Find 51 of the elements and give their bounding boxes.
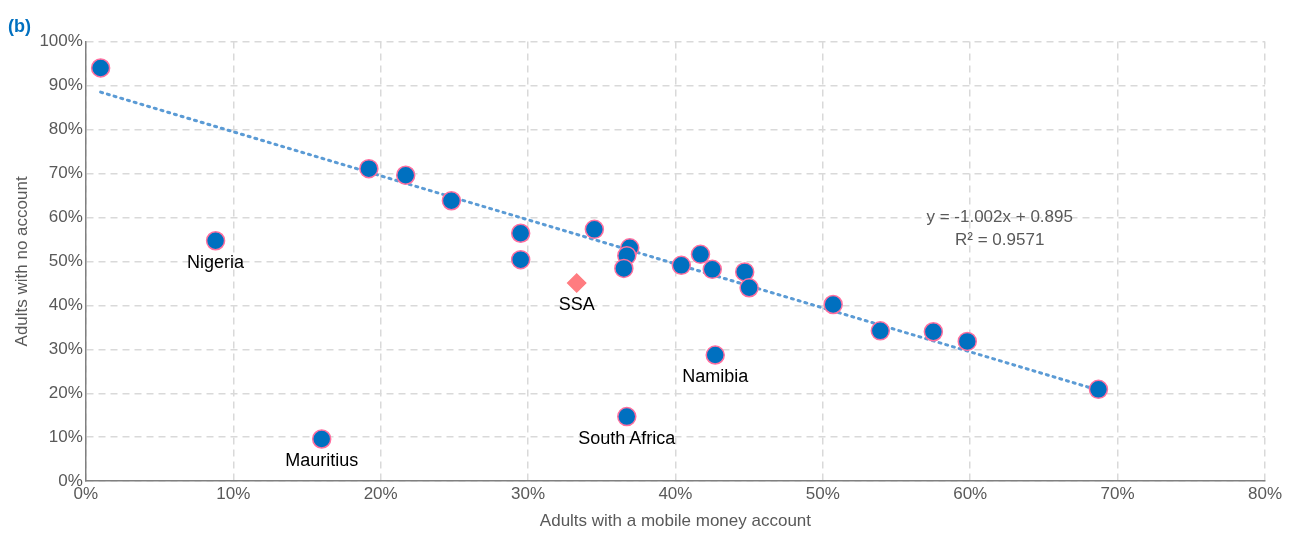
x-tick-label: 10%: [216, 484, 251, 504]
point: [311, 429, 332, 449]
point: [617, 406, 637, 427]
point: [705, 345, 725, 365]
x-tick-label: 20%: [363, 484, 398, 504]
y-tick-label: 70%: [48, 163, 83, 183]
point: [441, 190, 462, 211]
point: [671, 255, 692, 276]
annotation: R² = 0.9571: [955, 229, 1045, 249]
x-tick-label: 60%: [953, 484, 988, 504]
x-tick-label: 50%: [805, 484, 840, 504]
y-axis-title: Adults with no account: [11, 176, 31, 347]
y-tick-label: 100%: [39, 31, 83, 51]
point: [510, 249, 531, 270]
point: [90, 58, 111, 78]
y-tick-label: 80%: [48, 119, 83, 139]
point: [395, 165, 416, 185]
annotation: y = -1.002x + 0.895: [926, 206, 1073, 226]
point: [205, 230, 226, 251]
annotation: Nigeria: [187, 251, 246, 272]
y-tick-label: 20%: [48, 382, 83, 402]
x-tick-label: 40%: [658, 484, 693, 504]
annotation: SSA: [558, 293, 595, 314]
annotation: South Africa: [578, 427, 677, 448]
x-tick-label: 30%: [511, 484, 546, 504]
point: [870, 321, 891, 341]
chart-title: (b): [8, 15, 31, 36]
x-tick-label: 70%: [1100, 484, 1135, 504]
y-tick-label: 50%: [48, 251, 83, 271]
point: [957, 331, 978, 352]
point: [614, 258, 634, 279]
y-tick-label: 30%: [48, 339, 83, 359]
y-tick-label: 40%: [48, 295, 83, 315]
y-tick-label: 10%: [48, 426, 83, 446]
point: [584, 219, 605, 240]
annotation: Namibia: [682, 366, 750, 386]
point: [566, 273, 587, 293]
point: [510, 223, 531, 244]
point: [702, 259, 723, 280]
x-axis-title: Adults with a mobile money account: [539, 511, 812, 531]
x-tick-label: 80%: [1247, 484, 1282, 504]
point: [923, 321, 944, 342]
point: [739, 278, 759, 298]
point: [823, 294, 843, 315]
y-tick-label: 60%: [48, 207, 83, 227]
point: [1088, 379, 1109, 400]
annotation: Mauritius: [285, 449, 359, 470]
point: [359, 158, 379, 179]
y-tick-label: 90%: [48, 75, 83, 95]
point: [734, 262, 755, 282]
point: [690, 244, 711, 265]
